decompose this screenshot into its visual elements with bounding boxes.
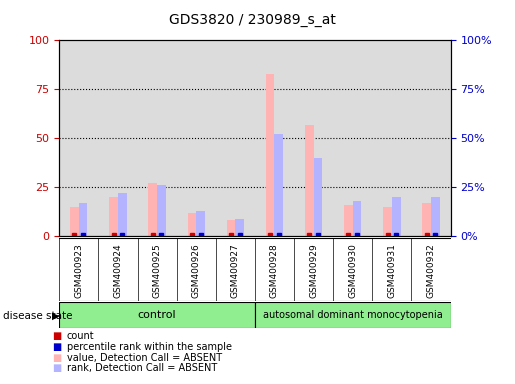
Text: GSM400928: GSM400928 <box>270 243 279 298</box>
Text: GSM400930: GSM400930 <box>348 243 357 298</box>
Bar <box>333 40 372 236</box>
Bar <box>227 220 235 236</box>
Text: ■: ■ <box>52 363 61 373</box>
Bar <box>138 40 177 236</box>
Text: rank, Detection Call = ABSENT: rank, Detection Call = ABSENT <box>67 363 217 373</box>
Bar <box>216 40 255 236</box>
Text: GSM400931: GSM400931 <box>387 243 397 298</box>
Bar <box>353 201 362 236</box>
Text: GDS3820 / 230989_s_at: GDS3820 / 230989_s_at <box>169 13 336 27</box>
Text: ■: ■ <box>52 342 61 352</box>
Text: autosomal dominant monocytopenia: autosomal dominant monocytopenia <box>263 310 443 320</box>
Bar <box>187 213 196 236</box>
Text: GSM400923: GSM400923 <box>74 243 83 298</box>
Bar <box>344 205 353 236</box>
Bar <box>274 134 283 236</box>
Text: control: control <box>138 310 176 320</box>
Bar <box>383 207 392 236</box>
Text: GSM400929: GSM400929 <box>309 243 318 298</box>
Text: value, Detection Call = ABSENT: value, Detection Call = ABSENT <box>67 353 222 362</box>
Bar <box>392 197 401 236</box>
Bar <box>411 40 451 236</box>
Text: count: count <box>67 331 95 341</box>
Bar <box>372 40 411 236</box>
Bar <box>255 302 451 328</box>
Bar <box>79 203 88 236</box>
Bar <box>305 124 314 236</box>
Bar <box>148 183 157 236</box>
Text: GSM400924: GSM400924 <box>113 243 123 298</box>
Text: GSM400925: GSM400925 <box>152 243 162 298</box>
Bar <box>59 302 255 328</box>
Bar <box>235 218 244 236</box>
Bar <box>59 40 98 236</box>
Bar <box>157 185 166 236</box>
Bar <box>98 40 138 236</box>
Bar <box>118 193 127 236</box>
Bar <box>266 74 274 236</box>
Text: GSM400926: GSM400926 <box>192 243 201 298</box>
Text: disease state: disease state <box>3 311 72 321</box>
Text: GSM400932: GSM400932 <box>426 243 436 298</box>
Bar <box>109 197 118 236</box>
Bar <box>70 207 79 236</box>
Bar <box>177 40 216 236</box>
Text: ■: ■ <box>52 353 61 362</box>
Bar <box>431 197 440 236</box>
Text: percentile rank within the sample: percentile rank within the sample <box>67 342 232 352</box>
Text: GSM400927: GSM400927 <box>231 243 240 298</box>
Text: ▶: ▶ <box>52 311 59 321</box>
Bar <box>255 40 294 236</box>
Bar <box>314 158 322 236</box>
Bar <box>294 40 333 236</box>
Bar <box>196 211 205 236</box>
Bar <box>422 203 431 236</box>
Text: ■: ■ <box>52 331 61 341</box>
